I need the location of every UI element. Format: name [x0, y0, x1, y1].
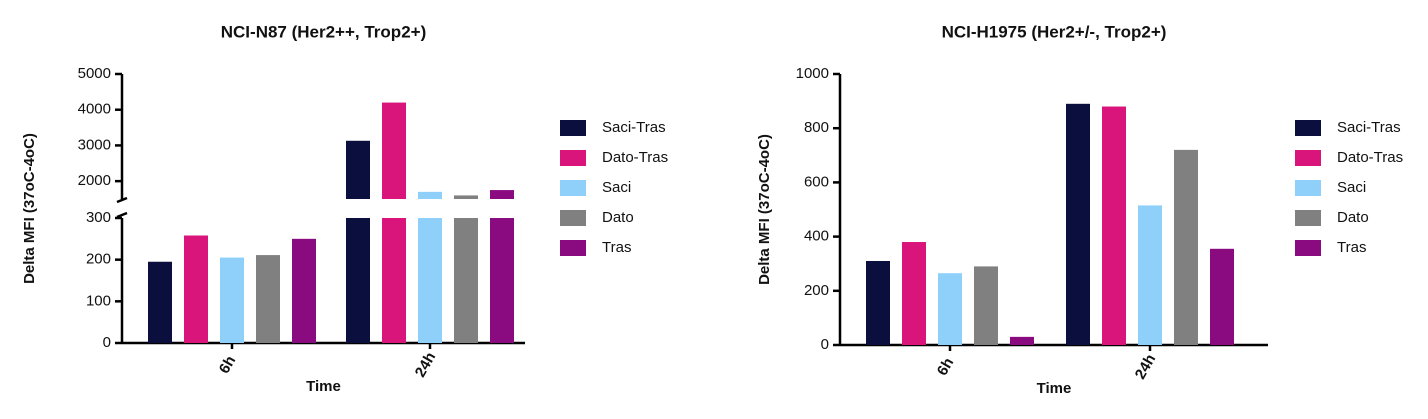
bar: [490, 218, 514, 343]
legend-swatch: [1295, 210, 1321, 226]
bar: [256, 255, 280, 343]
bar: [1010, 336, 1034, 345]
bar: [1210, 248, 1234, 345]
legend-label: Saci: [1337, 179, 1366, 196]
chart-title: NCI-H1975 (Her2+/-, Trop2+): [942, 22, 1167, 41]
y-tick-label: 3000: [78, 136, 111, 153]
bar: [346, 218, 370, 343]
y-tick-label: 1000: [796, 65, 829, 82]
legend-label: Dato: [602, 209, 634, 226]
y-tick-label: 100: [86, 292, 111, 309]
bar: [902, 242, 926, 345]
legend-label: Saci-Tras: [1337, 119, 1401, 136]
legend-swatch: [560, 210, 586, 226]
y-tick-label: 300: [86, 209, 111, 226]
legend-label: Tras: [602, 239, 631, 256]
bar: [346, 140, 370, 199]
legend-label: Dato-Tras: [602, 149, 668, 166]
bar: [292, 238, 316, 343]
bar: [490, 190, 514, 199]
legend-label: Saci: [602, 179, 631, 196]
bar: [418, 218, 442, 343]
bar: [148, 261, 172, 343]
legend-swatch: [1295, 120, 1321, 136]
y-tick-label: 800: [804, 119, 829, 136]
bar: [382, 102, 406, 199]
x-tick-label: 24h: [412, 349, 440, 380]
legend-swatch: [1295, 240, 1321, 256]
chart-title: NCI-N87 (Her2++, Trop2+): [221, 22, 427, 41]
y-tick-label: 200: [86, 251, 111, 268]
x-tick-label: 6h: [216, 353, 239, 377]
x-axis-label: Time: [1037, 380, 1072, 397]
y-tick-label: 400: [804, 228, 829, 245]
y-tick-label: 4000: [78, 101, 111, 118]
y-tick-label: 0: [821, 336, 829, 353]
bar: [454, 218, 478, 343]
bar: [1138, 205, 1162, 345]
legend-swatch: [560, 120, 586, 136]
bar: [220, 257, 244, 343]
bar: [938, 273, 962, 345]
legend-label: Tras: [1337, 239, 1366, 256]
y-axis-label: Delta MFI (37oC-4oC): [756, 134, 773, 285]
x-tick-label: 24h: [1132, 351, 1160, 382]
y-tick-label: 200: [804, 282, 829, 299]
bar: [418, 191, 442, 199]
bar: [382, 218, 406, 343]
legend-swatch: [560, 150, 586, 166]
bar: [1102, 106, 1126, 346]
y-tick-label: 2000: [78, 172, 111, 189]
bar: [866, 260, 890, 345]
x-tick-label: 6h: [934, 355, 957, 379]
legend-swatch: [560, 240, 586, 256]
axis-break: [116, 196, 128, 204]
bar: [1174, 149, 1198, 345]
bar: [184, 235, 208, 343]
legend-swatch: [560, 180, 586, 196]
bar: [974, 266, 998, 345]
y-tick-label: 600: [804, 173, 829, 190]
legend-label: Saci-Tras: [602, 119, 666, 136]
legend-swatch: [1295, 180, 1321, 196]
y-tick-label: 5000: [78, 65, 111, 82]
y-tick-label: 0: [103, 334, 111, 351]
bar: [1066, 103, 1090, 345]
bar: [454, 195, 478, 199]
legend-label: Dato: [1337, 209, 1369, 226]
axis-break: [116, 211, 128, 219]
legend-swatch: [1295, 150, 1321, 166]
y-axis-label: Delta MFI (37oC-4oC): [21, 133, 38, 284]
legend-label: Dato-Tras: [1337, 149, 1403, 166]
x-axis-label: Time: [306, 378, 341, 395]
